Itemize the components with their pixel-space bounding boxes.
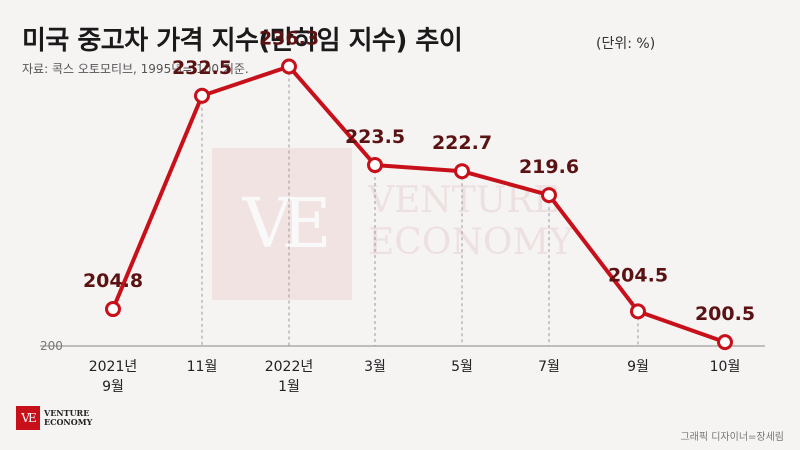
x-tick-label: 3월 [364, 359, 386, 375]
logo-text: VENTURE ECONOMY [44, 408, 93, 427]
data-point [630, 303, 646, 320]
x-tick-label: 7월 [538, 359, 560, 375]
data-point [194, 87, 210, 104]
x-tick-label: 11월 [187, 359, 218, 375]
data-label: 204.5 [608, 264, 668, 286]
series-line [111, 64, 726, 345]
chart-title: 미국 중고차 가격 지수(만하임 지수) 추이 [22, 26, 463, 56]
data-label: 219.6 [519, 156, 579, 178]
data-point [717, 334, 733, 351]
brand-logo: VE VENTURE ECONOMY [16, 406, 92, 430]
x-tick-label: 9월 [627, 359, 649, 375]
x-tick-label: 2022년 1월 [265, 359, 314, 395]
data-point [367, 157, 383, 174]
watermark-text: VENTURE ECONOMY [368, 180, 573, 263]
graphic-credit: 그래픽 디자이너=장세림 [680, 432, 784, 443]
data-label: 236.3 [259, 27, 319, 49]
data-label: 200.5 [695, 303, 755, 325]
x-tick-label: 10월 [710, 359, 741, 375]
data-point [105, 301, 121, 318]
data-label: 223.5 [345, 126, 405, 148]
logo-mark: VE [16, 406, 40, 430]
unit-label: (단위: %) [596, 36, 656, 52]
data-label: 232.5 [172, 57, 232, 79]
data-point [281, 58, 297, 75]
x-tick-label: 5월 [451, 359, 473, 375]
y-tick-label: 200 [40, 339, 63, 353]
data-point [454, 163, 470, 180]
data-point [541, 187, 557, 204]
data-label: 222.7 [432, 132, 492, 154]
watermark-logo: VE [212, 148, 352, 300]
data-label: 204.8 [83, 270, 143, 292]
x-tick-label: 2021년 9월 [89, 359, 138, 395]
source-note: 자료: 콕스 오토모티브, 1995년= 100 기준. [22, 62, 249, 76]
